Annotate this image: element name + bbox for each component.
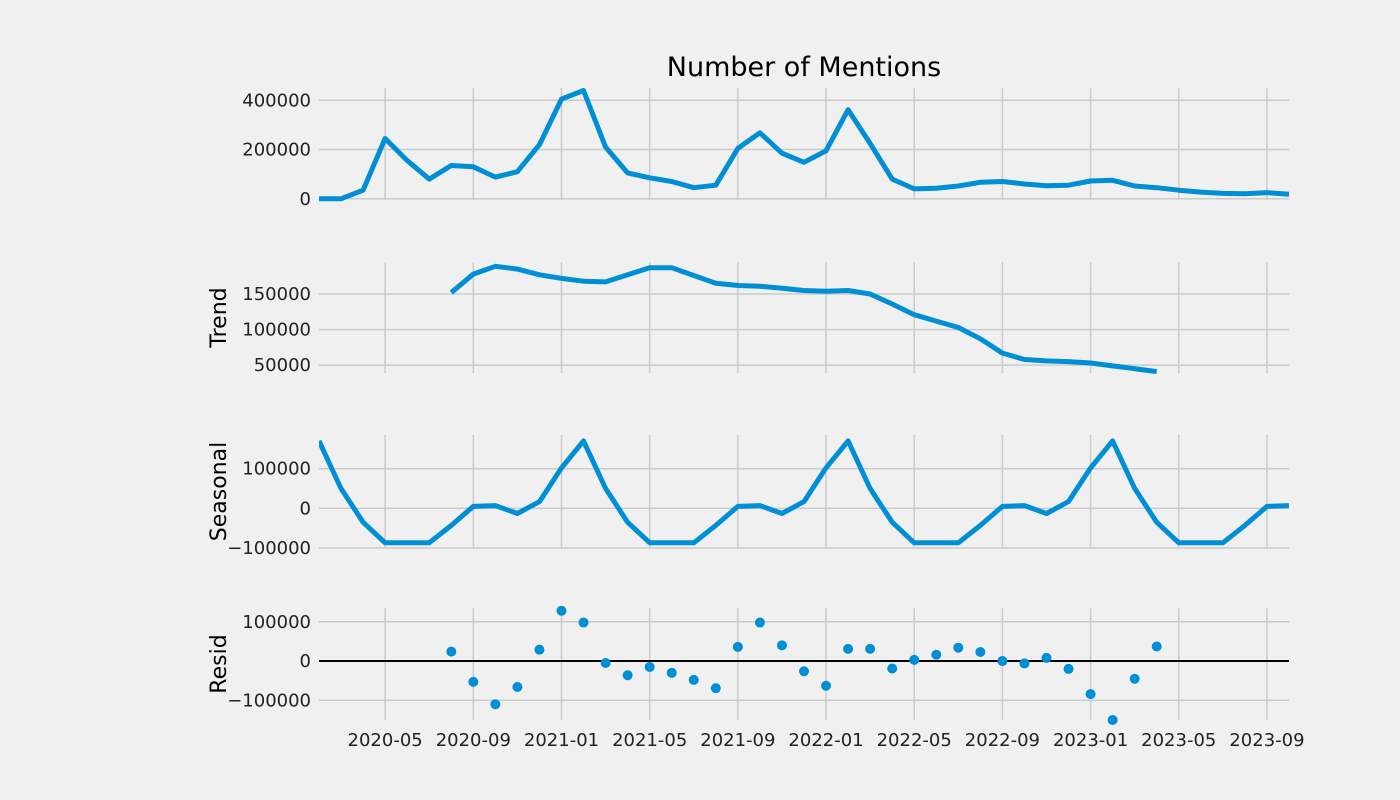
resid-point [843,643,854,654]
resid-point [776,640,787,651]
resid-point [512,681,523,692]
resid-point [887,663,898,674]
resid-point [953,642,964,653]
seasonal-line [319,438,1289,546]
resid-point [710,683,721,694]
resid-point [975,647,986,658]
chart-title: Number of Mentions [667,52,941,83]
panel-seasonal: −100000 0 100000 Seasonal [207,435,1289,559]
x-tick-label: 2022-05 [877,730,952,751]
resid-point [578,617,589,628]
y-tick-label: 100000 [242,320,311,341]
y-tick-label: 200000 [242,140,311,161]
y-tick-label: −100000 [227,538,311,559]
resid-point [997,656,1008,667]
resid-point [931,649,942,660]
resid-point [754,617,765,628]
y-tick-label: −100000 [227,690,311,711]
resid-point [1129,673,1140,684]
y-tick-label: 100000 [242,459,311,480]
x-tick-label: 2021-01 [524,730,599,751]
x-tick-label: 2023-01 [1053,730,1128,751]
y-tick-label: 0 [300,498,311,519]
resid-point [1019,658,1030,669]
resid-point [446,646,457,657]
y-tick-label: 0 [300,651,311,672]
seasonal-series [319,438,1289,546]
resid-point [688,674,699,685]
resid-point [490,699,501,710]
observed-line [319,88,1289,202]
resid-point [468,676,479,687]
resid-point [1085,689,1096,700]
panels: 0 200000 400000 50000 100000 150000 Trend −1000… [207,88,1305,751]
trend-series [449,263,1158,375]
resid-point [666,667,677,678]
trend-line [449,263,1158,375]
x-tick-label: 2020-09 [436,730,511,751]
panel-resid: −100000 0 100000 Resid 2020-05 2020-09 2021-01… [207,605,1305,751]
x-tick-label: 2022-01 [788,730,863,751]
y-tick-label: 100000 [242,612,311,633]
resid-point [644,661,655,672]
resid-point [865,643,876,654]
x-tick-label: 2023-09 [1229,730,1304,751]
y-axis-label: Resid [207,634,232,693]
resid-point [909,654,920,665]
resid-point [821,680,832,691]
panel-trend: 50000 100000 150000 Trend [207,262,1289,376]
x-tick-label: 2023-05 [1141,730,1216,751]
y-axis-label: Trend [207,287,232,348]
x-tick-label: 2022-09 [965,730,1040,751]
resid-point [1063,663,1074,674]
resid-point [600,658,611,669]
resid-point [1107,715,1118,725]
y-tick-label: 50000 [254,355,311,376]
panel-observed: 0 200000 400000 [242,88,1289,210]
y-tick-label: 400000 [242,90,311,111]
x-tick-label: 2021-05 [612,730,687,751]
y-tick-label: 150000 [242,284,311,305]
y-axis-label: Seasonal [207,442,232,541]
resid-point [534,644,545,655]
resid-series [319,605,1289,725]
resid-point [732,641,743,652]
x-tick-label: 2020-05 [348,730,423,751]
resid-point [1151,641,1162,652]
resid-point [799,666,809,677]
observed-series [319,88,1289,202]
y-tick-label: 0 [300,189,311,210]
x-tick-label: 2021-09 [700,730,775,751]
resid-point [556,605,567,616]
resid-point [1041,652,1052,663]
resid-point [622,670,633,681]
